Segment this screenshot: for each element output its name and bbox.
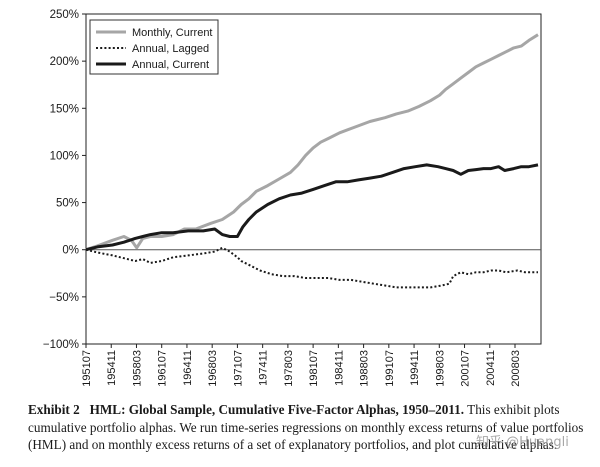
x-tick-label: 196803	[207, 350, 219, 387]
y-tick-label: −50%	[49, 292, 79, 304]
x-tick-label: 200411	[485, 350, 497, 386]
series-line-annual-current	[85, 163, 539, 252]
x-tick-label: 196107	[157, 350, 169, 387]
x-tick-label: 196411	[182, 350, 194, 386]
x-tick-label: 198107	[308, 350, 320, 387]
x-tick-label: 198803	[359, 350, 371, 387]
x-tick-label: 195411	[106, 350, 118, 386]
y-tick-label: 150%	[50, 103, 79, 115]
caption-label: Exhibit 2	[28, 402, 80, 417]
figure-caption: Exhibit 2 HML: Global Sample, Cumulative…	[28, 401, 588, 454]
caption-text: This exhibit plots cumulative portfolio …	[28, 402, 584, 452]
y-axis: 250% 200% 150% 100% 50% 0% −50% −100%	[43, 9, 86, 351]
x-tick-label: 197411	[258, 350, 270, 386]
x-tick-label: 200803	[510, 350, 522, 387]
y-tick-label: 250%	[50, 9, 79, 21]
y-tick-label: −100%	[43, 339, 79, 351]
x-tick-label: 198411	[333, 350, 345, 386]
x-tick-label: 199107	[384, 350, 396, 387]
y-tick-label: 200%	[50, 56, 79, 68]
x-tick-label: 199411	[409, 350, 421, 386]
series-lines	[85, 33, 539, 289]
legend: Monthly, Current Annual, Lagged Annual, Cu…	[89, 19, 219, 75]
line-chart: 250%200%150%100%50%0%−50%−100% 195107 195…	[43, 9, 542, 387]
x-axis: 195107 195411 195803 196107 196411 196803 1971…	[81, 344, 522, 387]
legend-box	[89, 19, 219, 75]
x-tick-label: 197107	[232, 350, 244, 387]
legend-label: Monthly, Current	[132, 27, 213, 39]
legend-label: Annual, Lagged	[132, 43, 209, 55]
x-tick-label: 199803	[434, 350, 446, 387]
y-tick-label: 100%	[50, 150, 79, 162]
x-tick-label: 195803	[131, 350, 143, 387]
legend-label: Annual, Current	[132, 59, 209, 71]
x-tick-label: 197803	[283, 350, 295, 387]
caption-title: HML: Global Sample, Cumulative Five-Fact…	[89, 402, 465, 417]
y-tick-label: 50%	[56, 198, 79, 210]
watermark-text: 知乎 @Huangli	[476, 435, 569, 450]
series-line-monthly-current	[85, 33, 539, 252]
x-tick-label: 195107	[81, 350, 93, 387]
x-tick-label: 200107	[460, 350, 472, 387]
y-tick-label: 0%	[62, 245, 79, 257]
